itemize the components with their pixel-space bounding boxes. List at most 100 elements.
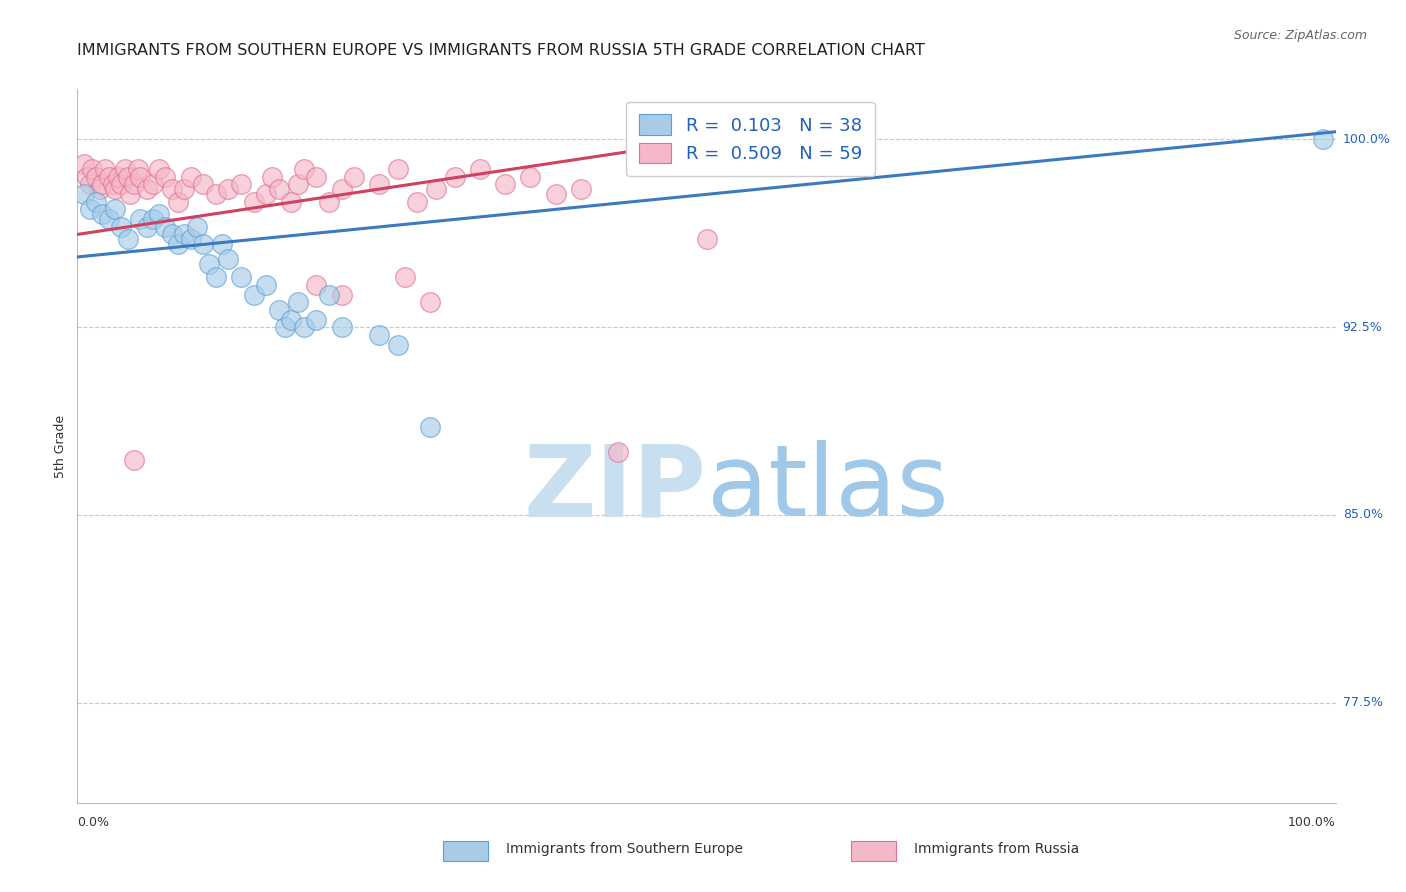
Text: IMMIGRANTS FROM SOUTHERN EUROPE VS IMMIGRANTS FROM RUSSIA 5TH GRADE CORRELATION : IMMIGRANTS FROM SOUTHERN EUROPE VS IMMIG… bbox=[77, 43, 925, 58]
Point bbox=[117, 169, 139, 184]
Point bbox=[318, 287, 340, 301]
Point bbox=[254, 277, 277, 292]
Point bbox=[343, 169, 366, 184]
Point bbox=[330, 182, 353, 196]
Point bbox=[607, 445, 630, 459]
Point bbox=[173, 182, 195, 196]
Point bbox=[129, 169, 152, 184]
Point bbox=[191, 178, 215, 192]
Point bbox=[368, 327, 391, 342]
Point bbox=[155, 169, 177, 184]
Point bbox=[519, 169, 541, 184]
Point bbox=[186, 219, 208, 234]
Point bbox=[494, 178, 516, 192]
Text: 100.0%: 100.0% bbox=[1288, 816, 1336, 830]
Point bbox=[135, 219, 157, 234]
Point bbox=[394, 270, 416, 285]
Point bbox=[91, 178, 114, 192]
Point bbox=[127, 162, 149, 177]
Text: 0.0%: 0.0% bbox=[77, 816, 110, 830]
Point bbox=[229, 270, 252, 285]
Text: Source: ZipAtlas.com: Source: ZipAtlas.com bbox=[1233, 29, 1367, 42]
Point bbox=[242, 194, 264, 209]
Text: 100.0%: 100.0% bbox=[1343, 133, 1391, 145]
Point bbox=[72, 187, 94, 202]
Point bbox=[204, 187, 226, 202]
Point bbox=[135, 182, 157, 196]
Point bbox=[191, 237, 215, 252]
Point bbox=[419, 420, 441, 434]
Point bbox=[72, 157, 94, 171]
Point bbox=[330, 320, 353, 334]
Text: 77.5%: 77.5% bbox=[1343, 696, 1382, 709]
Text: atlas: atlas bbox=[707, 441, 948, 537]
Point bbox=[419, 295, 441, 310]
Point bbox=[148, 207, 170, 221]
Point bbox=[217, 182, 239, 196]
Legend: R =  0.103   N = 38, R =  0.509   N = 59: R = 0.103 N = 38, R = 0.509 N = 59 bbox=[626, 102, 875, 176]
Point bbox=[160, 227, 183, 242]
Point bbox=[167, 194, 190, 209]
Point bbox=[82, 162, 104, 177]
Text: 92.5%: 92.5% bbox=[1343, 320, 1382, 334]
Point bbox=[79, 202, 101, 217]
Point bbox=[368, 178, 391, 192]
Point bbox=[84, 194, 107, 209]
Text: 85.0%: 85.0% bbox=[1343, 508, 1382, 521]
Point bbox=[292, 162, 315, 177]
Point bbox=[110, 178, 132, 192]
Point bbox=[468, 162, 491, 177]
Point bbox=[148, 162, 170, 177]
Point bbox=[79, 178, 101, 192]
Text: Immigrants from Southern Europe: Immigrants from Southern Europe bbox=[506, 842, 744, 856]
Point bbox=[84, 169, 107, 184]
Point bbox=[120, 187, 142, 202]
Point bbox=[97, 169, 120, 184]
Point bbox=[254, 187, 277, 202]
Point bbox=[104, 182, 127, 196]
Point bbox=[180, 232, 202, 246]
Point bbox=[305, 169, 328, 184]
Point bbox=[122, 452, 145, 467]
Point bbox=[406, 194, 429, 209]
Point bbox=[229, 178, 252, 192]
Point bbox=[287, 178, 309, 192]
Point bbox=[198, 257, 221, 271]
Point bbox=[387, 162, 409, 177]
Point bbox=[305, 312, 328, 326]
Point bbox=[267, 182, 290, 196]
Point bbox=[91, 207, 114, 221]
Point bbox=[142, 178, 165, 192]
Point bbox=[167, 237, 190, 252]
Point bbox=[110, 219, 132, 234]
Point bbox=[287, 295, 309, 310]
Point bbox=[94, 162, 117, 177]
Point bbox=[173, 227, 195, 242]
Point bbox=[696, 232, 718, 246]
Point bbox=[204, 270, 226, 285]
Point bbox=[569, 182, 592, 196]
Point bbox=[387, 337, 409, 351]
Point bbox=[1312, 132, 1334, 146]
Point bbox=[142, 212, 165, 227]
Point bbox=[267, 302, 290, 317]
Point bbox=[76, 169, 98, 184]
Point bbox=[292, 320, 315, 334]
Point bbox=[217, 252, 239, 267]
Point bbox=[305, 277, 328, 292]
Y-axis label: 5th Grade: 5th Grade bbox=[53, 415, 67, 477]
Point bbox=[107, 169, 129, 184]
Point bbox=[444, 169, 467, 184]
Point bbox=[544, 187, 567, 202]
Point bbox=[330, 287, 353, 301]
Text: ZIP: ZIP bbox=[523, 441, 707, 537]
Point bbox=[129, 212, 152, 227]
Point bbox=[155, 219, 177, 234]
Point bbox=[117, 232, 139, 246]
Text: Immigrants from Russia: Immigrants from Russia bbox=[914, 842, 1080, 856]
Point bbox=[262, 169, 284, 184]
Point bbox=[89, 182, 111, 196]
Point bbox=[318, 194, 340, 209]
Point bbox=[280, 312, 302, 326]
Point bbox=[274, 320, 297, 334]
